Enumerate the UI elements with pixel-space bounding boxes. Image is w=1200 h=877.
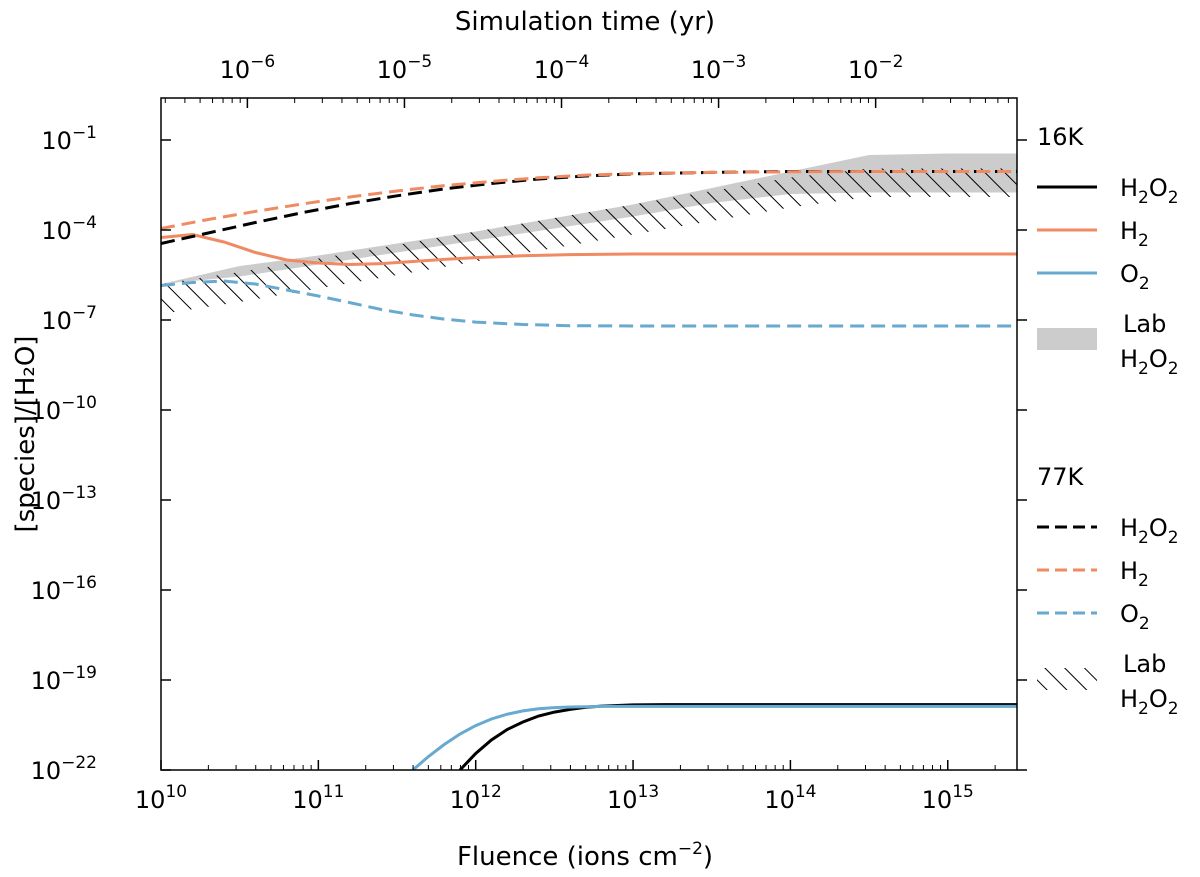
top-tick-label: 10−3 — [691, 52, 747, 84]
y-tick-label: 10−7 — [41, 303, 97, 335]
x-tick-label: 1012 — [450, 782, 502, 814]
y-tick-label: 10−10 — [31, 393, 97, 425]
top-axis-title: Simulation time (yr) — [455, 7, 715, 37]
legend-label: H2O2 — [1120, 174, 1179, 208]
x-tick-label: 1011 — [292, 782, 344, 814]
y-tick-label: 10−13 — [31, 483, 97, 515]
legend-swatch-lab-16k — [1037, 328, 1097, 350]
series-o2-77k — [161, 279, 1017, 328]
legend-title-77k: 77K — [1037, 463, 1085, 491]
y-axis-title: [species]/[H₂O] — [11, 336, 41, 533]
band-lab-h2o2-77k — [161, 168, 1017, 314]
top-tick-label: 10−6 — [220, 52, 276, 84]
x-axis-title: Fluence (ions cm−2) — [457, 839, 713, 872]
x-tick-label: 1015 — [922, 782, 974, 814]
lines-layer — [161, 170, 1017, 770]
y-tick-label: 10−1 — [41, 123, 97, 155]
axes-layer: 1010 1011 1012 1013 1014 1015 10−6 10−5 10−4 10−3… — [31, 52, 1027, 814]
legend-label: H2O2 — [1120, 514, 1179, 548]
legend-label: H2 — [1120, 557, 1149, 591]
legend-swatch-lab-77k — [1037, 668, 1097, 690]
legend-label: H2O2 — [1120, 685, 1179, 719]
y-tick-label: 10−16 — [31, 573, 97, 605]
bands-layer — [161, 153, 1017, 314]
plot-frame — [160, 97, 1018, 771]
legend-label: Lab — [1123, 650, 1166, 678]
y-tick-label: 10−22 — [31, 753, 97, 785]
y-tick-label: 10−19 — [31, 663, 97, 695]
top-tick-label: 10−4 — [534, 52, 590, 84]
top-tick-label: 10−5 — [377, 52, 433, 84]
legend-label: H2 — [1120, 217, 1149, 251]
legend-label: H2O2 — [1120, 345, 1179, 379]
top-tick-label: 10−2 — [848, 52, 904, 84]
series-h2o2-16k — [458, 703, 1017, 770]
x-tick-label: 1010 — [135, 782, 187, 814]
y-tick-label: 10−4 — [41, 213, 97, 245]
legend-label: Lab — [1123, 310, 1166, 338]
series-h2-77k — [161, 170, 1017, 230]
x-tick-label: 1014 — [764, 782, 816, 814]
x-tick-label: 1013 — [607, 782, 659, 814]
legend-label: O2 — [1120, 600, 1150, 634]
legend-label: O2 — [1120, 260, 1150, 294]
legend-title-16k: 16K — [1037, 123, 1085, 151]
series-o2-16k — [411, 704, 1017, 770]
series-h2-16k — [161, 232, 1017, 267]
